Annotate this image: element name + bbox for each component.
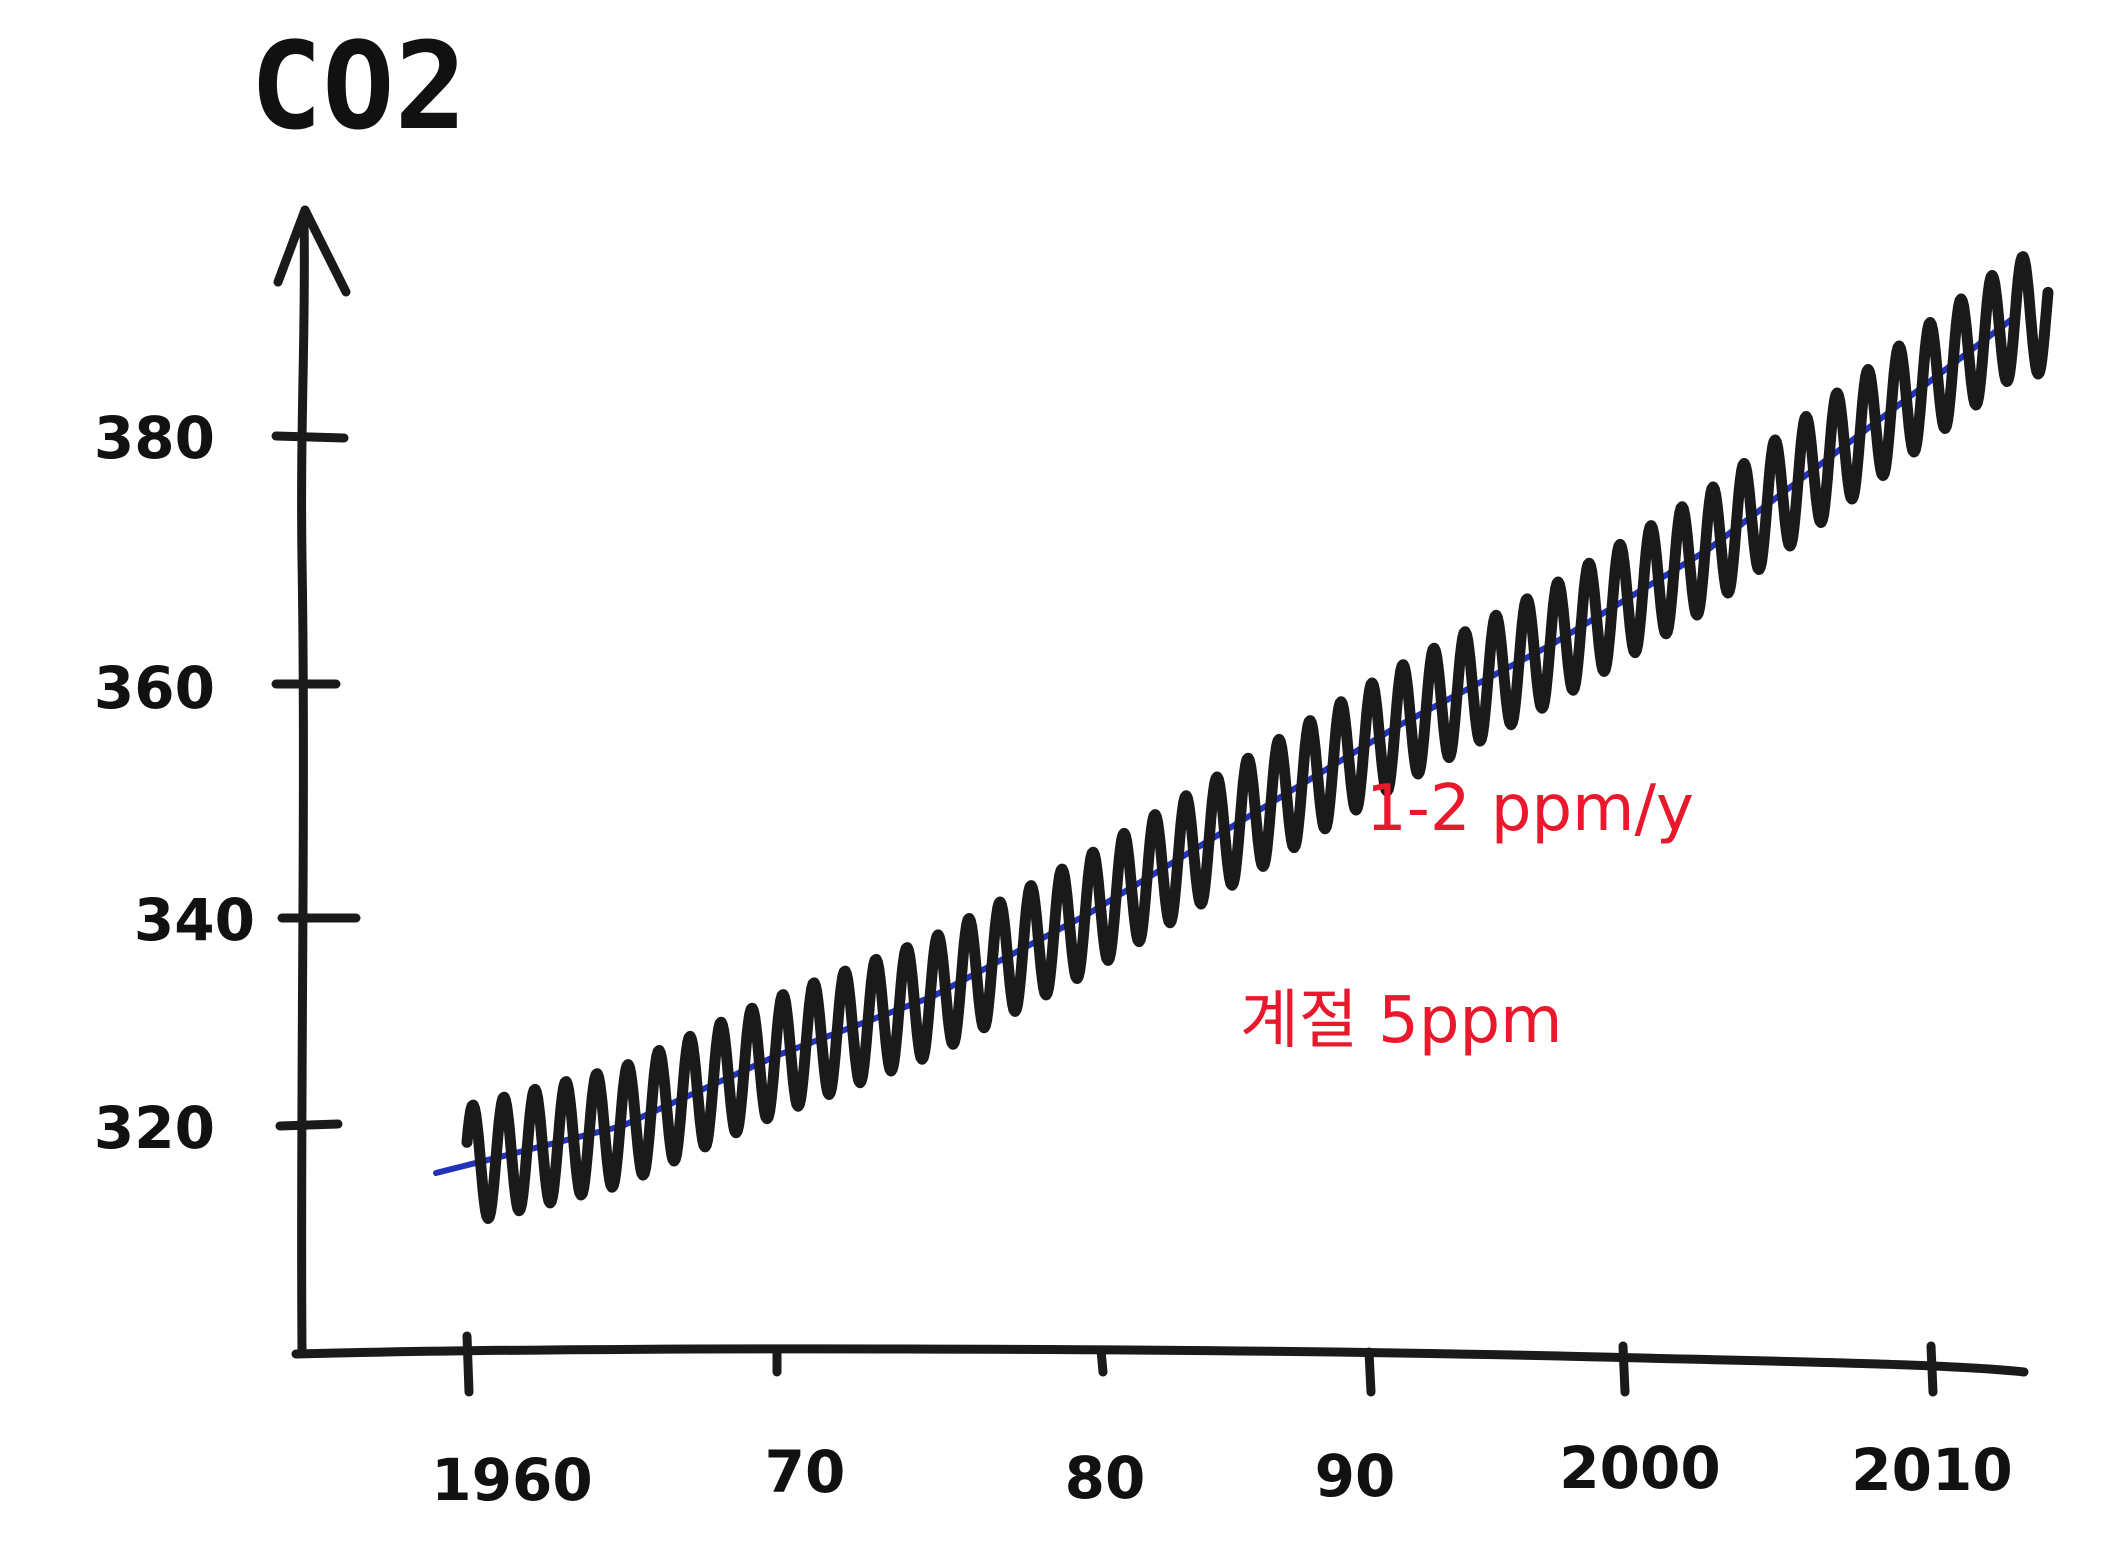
y-tick-label-320: 320 — [94, 1094, 215, 1162]
x-tick-label-1970: 70 — [765, 1438, 846, 1506]
x-tick-label-1960: 1960 — [431, 1446, 592, 1514]
x-tick-label-2010: 2010 — [1851, 1436, 2012, 1504]
y-tick-380 — [271, 431, 349, 443]
y-axis-line — [297, 215, 309, 1355]
x-tick-label-1980: 80 — [1065, 1444, 1146, 1512]
annotation-growth-rate: 1-2 ppm/y — [1366, 772, 1694, 846]
x-tick-label-2000: 2000 — [1559, 1434, 1720, 1502]
x-tick-label-1990: 90 — [1315, 1442, 1396, 1510]
x-tick-1960 — [462, 1331, 474, 1397]
x-axis-line — [291, 1344, 2029, 1377]
y-axis-arrowhead — [273, 205, 351, 297]
y-tick-320 — [275, 1119, 343, 1131]
annotation-seasonal-amplitude: 계절 5ppm — [1240, 984, 1562, 1058]
y-tick-label-360: 360 — [94, 654, 215, 722]
x-tick-1990 — [1364, 1347, 1376, 1397]
seasonal-cycle-line — [461, 251, 2054, 1224]
y-axis-label: CO2 — [250, 18, 467, 157]
x-tick-2010 — [1926, 1341, 1938, 1397]
y-tick-label-380: 380 — [94, 404, 215, 472]
y-tick-label-340: 340 — [134, 886, 255, 954]
x-tick-2000 — [1618, 1341, 1630, 1397]
x-tick-1980 — [1096, 1345, 1108, 1377]
